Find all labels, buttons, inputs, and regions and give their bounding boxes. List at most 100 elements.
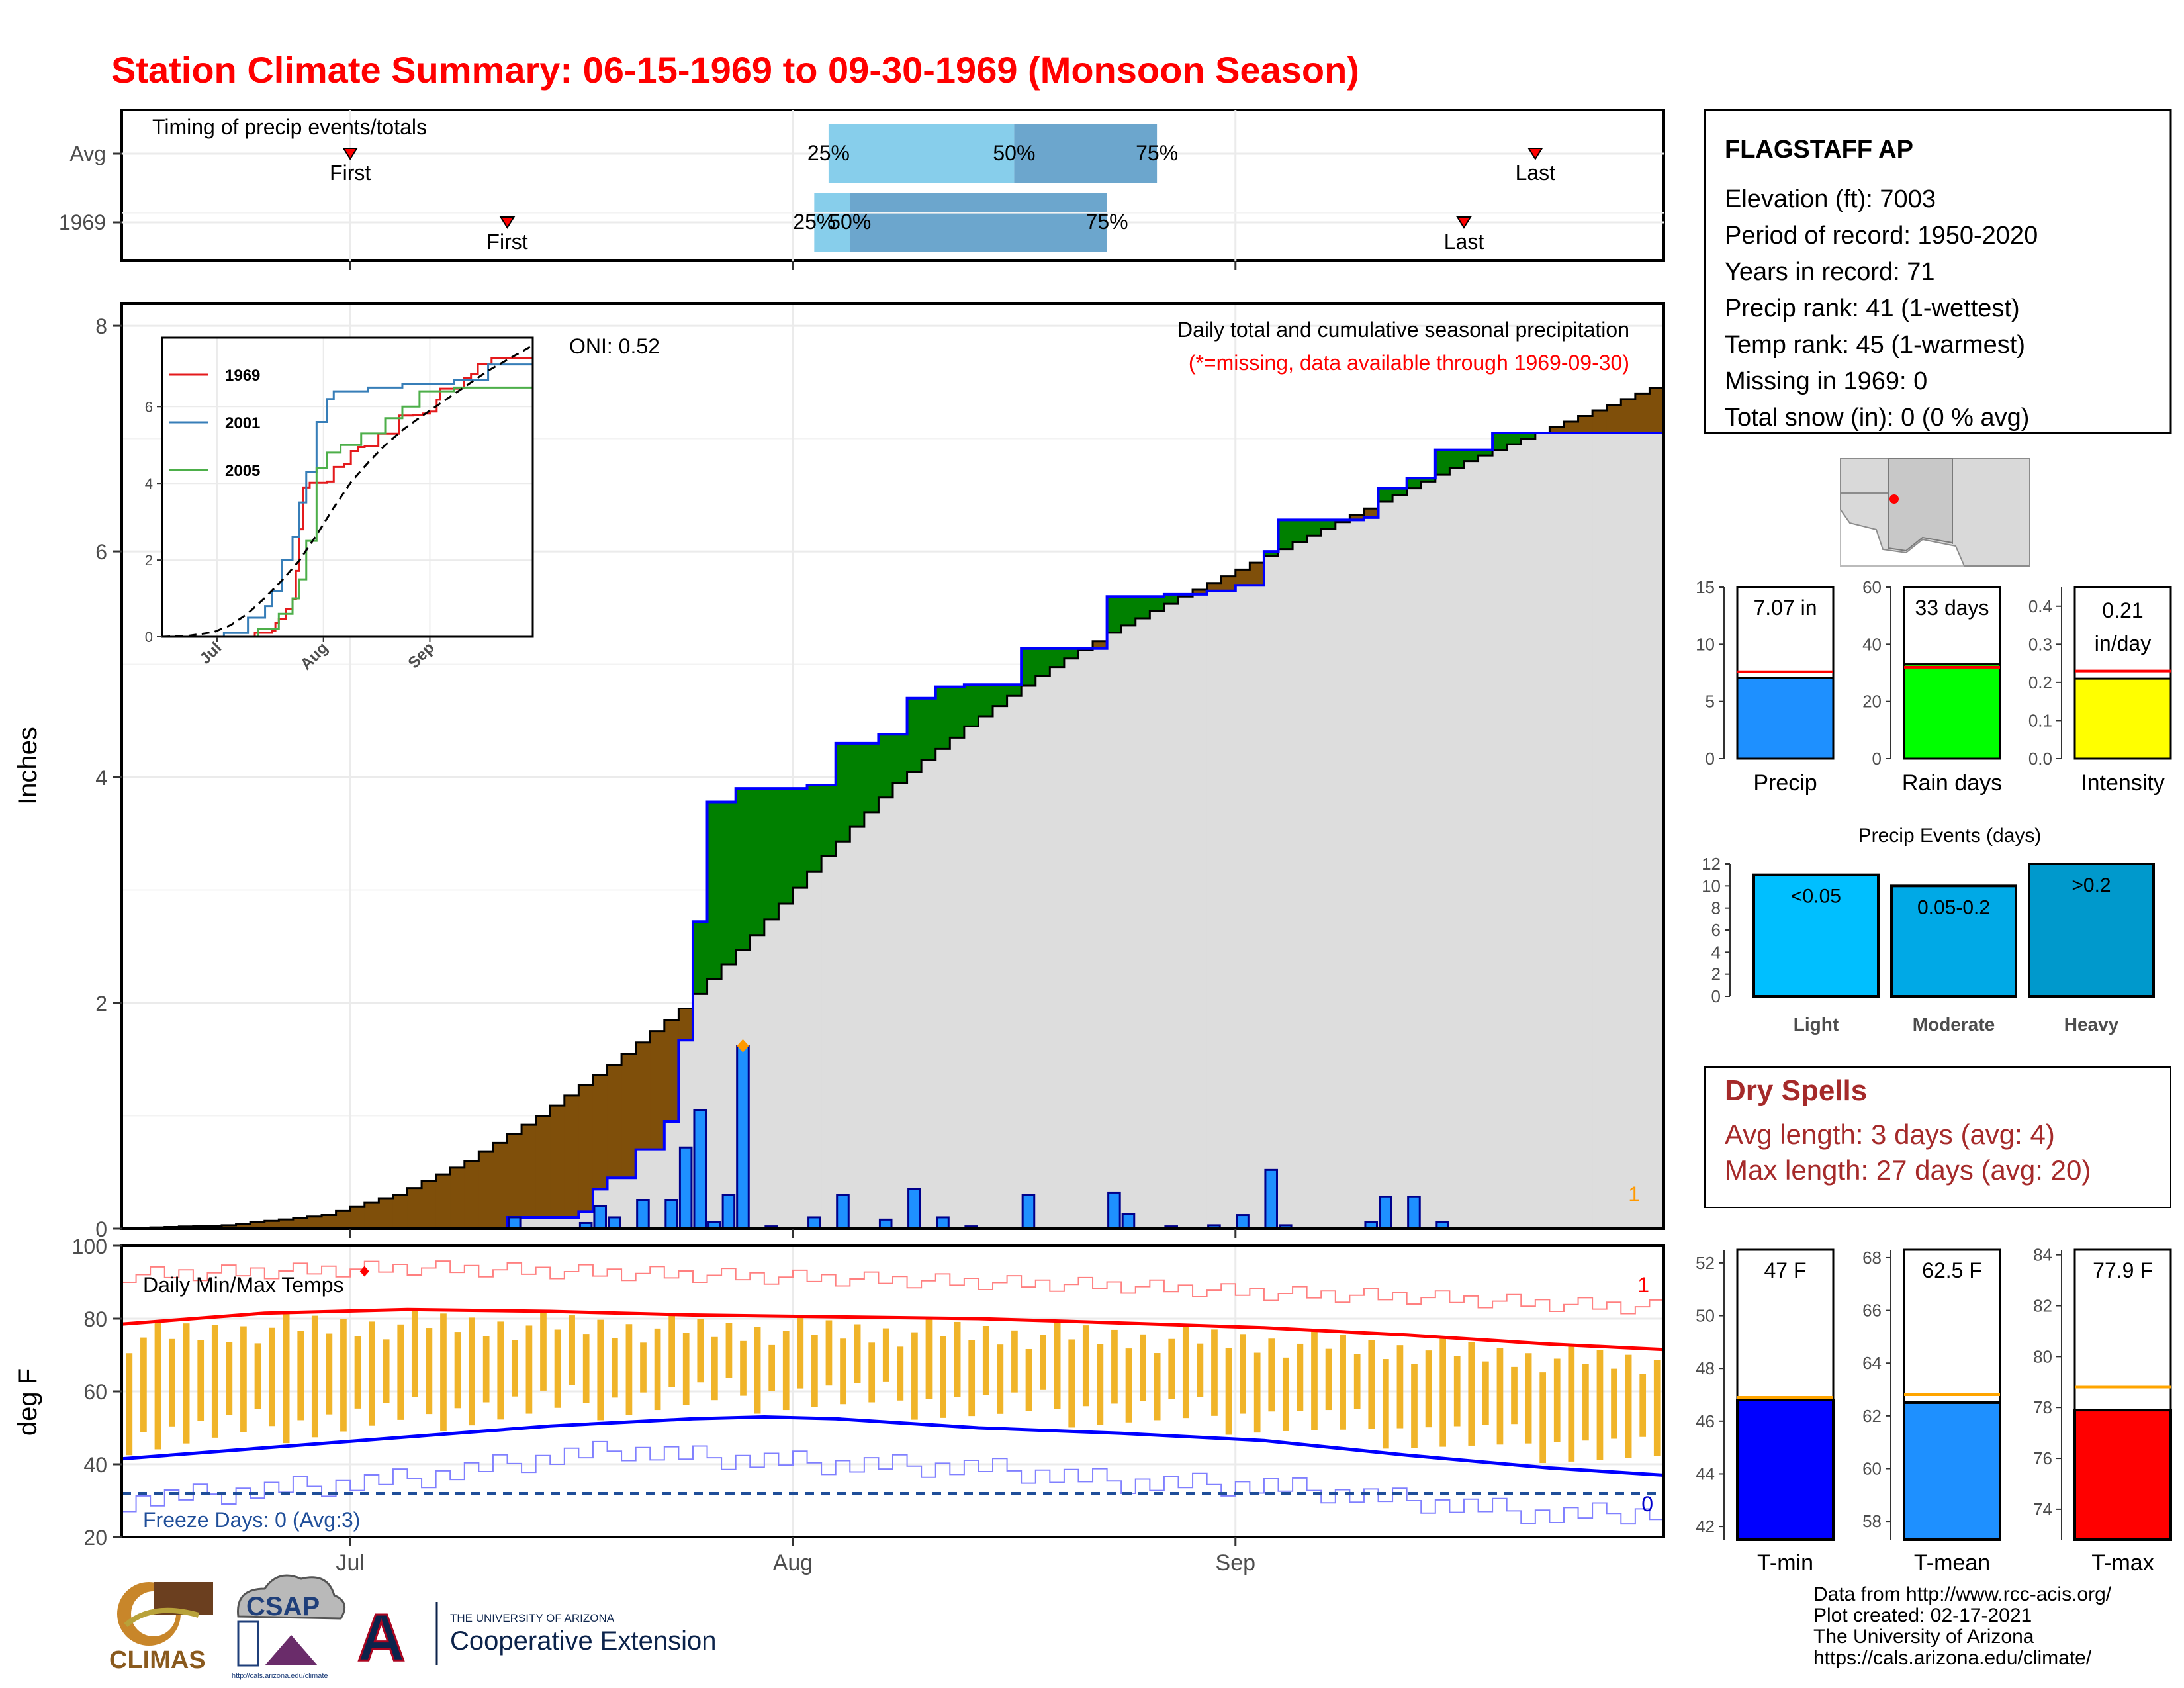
cumulative-fill: [550, 1217, 565, 1229]
deficit-fill: [1349, 515, 1365, 520]
cumulative-fill: [1349, 520, 1365, 1229]
daily-temp-range-bar: [840, 1338, 846, 1405]
events-title: Precip Events (days): [1858, 825, 2042, 847]
daily-precip-bar: [936, 1216, 950, 1230]
summary-bar-label: Rain days: [1902, 771, 2002, 796]
surplus-fill: [893, 734, 908, 783]
cumulative-fill: [1163, 604, 1179, 1229]
cumulative-fill: [1321, 528, 1336, 1229]
daily-temp-range-bar: [925, 1317, 933, 1399]
temp-bar-y-tick-label: 44: [1696, 1464, 1715, 1483]
daily-precip-bar: [807, 1216, 821, 1230]
deficit-fill: [293, 1217, 308, 1229]
deficit-fill: [1093, 641, 1108, 649]
cumulative-fill: [950, 737, 965, 1229]
temp-bar-y-tick-label: 82: [2033, 1296, 2052, 1316]
daily-temp-range-bar: [1097, 1344, 1104, 1425]
credit-line: The University of Arizona: [1813, 1626, 2034, 1648]
surplus-fill: [1306, 520, 1322, 536]
surplus-fill: [792, 788, 808, 888]
daily-temp-range-bar: [1011, 1330, 1018, 1393]
deficit-fill: [621, 1053, 637, 1178]
temp-bar-label: T-max: [2091, 1550, 2154, 1575]
daily-temp-range-bar: [1582, 1364, 1589, 1441]
cumulative-fill: [1035, 675, 1050, 1229]
record-max-line: [122, 1260, 1664, 1315]
deficit-fill: [535, 1115, 551, 1217]
summary-y-tick-label: 0.1: [2028, 710, 2052, 730]
max-precip-marker: [737, 1039, 749, 1053]
daily-temp-range-bar: [997, 1344, 1004, 1414]
daily-temp-range-bar: [611, 1338, 618, 1398]
precip-panel: 0 2 4 6 8 Inches Daily total and cumulative …: [13, 212, 1665, 1241]
deficit-fill: [492, 1143, 508, 1229]
cumulative-fill: [1064, 658, 1079, 1229]
daily-temp-range-bar: [1268, 1338, 1275, 1412]
cumulative-fill: [1335, 522, 1350, 1229]
daily-temp-range-bar: [1253, 1352, 1261, 1433]
summary-y-tick-label: 20: [1862, 692, 1882, 712]
surplus-fill: [1163, 594, 1179, 604]
cumulative-fill: [1521, 438, 1536, 1229]
dry-spells-line: Max length: 27 days (avg: 20): [1725, 1154, 2091, 1186]
daily-temp-range-bar: [183, 1323, 190, 1444]
event-bar-value: <0.05: [1791, 886, 1841, 908]
temp-bar-y-tick-label: 64: [1862, 1353, 1882, 1373]
temp-bar: [1903, 1401, 2001, 1542]
surplus-fill: [1492, 433, 1508, 450]
cumulative-fill: [1093, 648, 1108, 1229]
cumulative-fill: [1649, 433, 1664, 1229]
daily-precip-bar: [836, 1194, 850, 1230]
daily-temp-range-bar: [283, 1313, 290, 1444]
surplus-fill: [1107, 596, 1122, 633]
daily-precip-bar: [1107, 1191, 1121, 1230]
summary-y-tick-label: 0.0: [2028, 749, 2052, 769]
daily-temp-range-bar: [740, 1340, 747, 1396]
daily-temp-range-bar: [1396, 1345, 1404, 1429]
csap-logo: CSAP http://cals.arizona.edu/climate: [232, 1574, 346, 1680]
daily-temp-range-bar: [397, 1324, 404, 1420]
surplus-fill: [850, 743, 865, 827]
event-bar-moderate: [1890, 884, 2017, 998]
credit-line: Plot created: 02-17-2021: [1813, 1605, 2032, 1626]
surplus-fill: [1435, 449, 1450, 475]
timing-p75-label: 75%: [1136, 141, 1178, 165]
daily-temp-range-bar: [940, 1336, 946, 1418]
cumulative-fill: [1306, 536, 1322, 1229]
climas-logo-text: CLIMAS: [109, 1646, 206, 1674]
temp-bar-y-tick-label: 76: [2033, 1448, 2052, 1468]
cumulative-fill: [1406, 488, 1422, 1229]
cumulative-fill: [707, 979, 722, 1229]
temp-bar-y-tick-label: 68: [1862, 1248, 1882, 1268]
cumulative-fill: [1592, 433, 1608, 1229]
timing-marker: [1527, 148, 1543, 160]
daily-temp-range-bar: [825, 1320, 833, 1386]
deficit-fill: [435, 1174, 451, 1229]
temp-bar-y-tick-label: 80: [2033, 1346, 2052, 1366]
deficit-fill: [350, 1207, 365, 1229]
events-y-tick-label: 12: [1702, 854, 1721, 874]
daily-temp-range-bar: [968, 1340, 976, 1417]
daily-precip-bar: [693, 1109, 707, 1230]
precip-title: Daily total and cumulative seasonal prec…: [1177, 318, 1629, 342]
summary-bar-chart-intensity: 0.0 0.1 0.2 0.3 0.4 0.21 in/day Intensity: [2028, 586, 2172, 796]
daily-temp-range-bar: [154, 1321, 161, 1450]
daily-temp-range-bar: [1140, 1334, 1146, 1401]
temp-y-tick-label: 40: [83, 1453, 107, 1477]
summary-bar: [2073, 677, 2172, 760]
surplus-fill: [750, 788, 765, 935]
cumulative-fill: [1107, 632, 1122, 1229]
deficit-fill: [1635, 393, 1651, 434]
deficit-fill: [1649, 387, 1664, 434]
deficit-fill: [635, 1042, 651, 1150]
temp-bar-y-tick-label: 52: [1696, 1253, 1715, 1273]
station-line: Precip rank: 41 (1-wettest): [1725, 295, 2020, 322]
surplus-fill: [907, 698, 922, 772]
temp-bar-y-tick-label: 66: [1862, 1301, 1882, 1321]
temp-bar: [1736, 1398, 1835, 1541]
daily-temp-range-bar: [1596, 1350, 1604, 1460]
cumulative-fill: [1078, 649, 1093, 1229]
cumulative-fill: [1621, 433, 1636, 1229]
daily-precip-bar: [907, 1188, 921, 1230]
inset-y-tick-label: 0: [145, 629, 153, 645]
